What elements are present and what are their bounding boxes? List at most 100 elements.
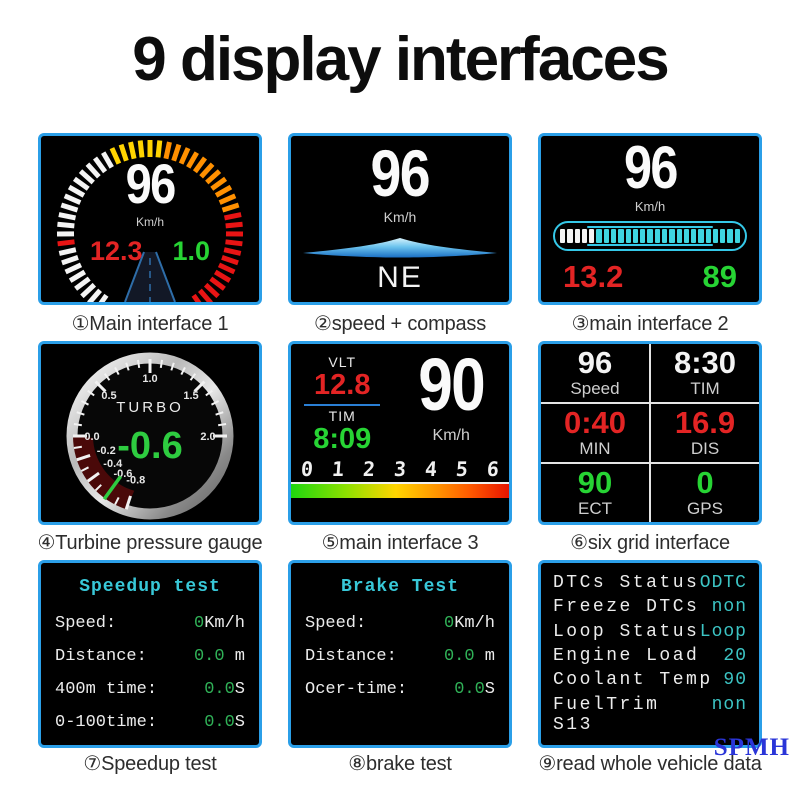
panel-six-grid: 96 Speed 8:30 TIM 0:40 MIN 16.9 DIS 90 ECT 0 GPS [538, 341, 762, 525]
gauge-tick [171, 143, 182, 162]
test-value-number: 0.0 [204, 680, 235, 699]
bar-gauge-readout: 96 Km/h 13.2 89 [541, 136, 759, 302]
speedometer-readout: 96 Km/h 12.3 1.0 [41, 136, 259, 302]
test-row-value: 0Km/h [194, 607, 245, 640]
vehicle-data-value: ODTC [699, 573, 747, 594]
caption-vehicle-data: ⑨read whole vehicle data [538, 752, 762, 775]
bar-segment [654, 229, 660, 243]
speedometer-arc [56, 140, 244, 302]
turbo-tick [193, 380, 206, 393]
grid-cell-label: GPS [687, 499, 723, 519]
gauge-tick [60, 202, 79, 213]
cell-turbo-gauge: 0.0 0.5 1.0 1.5 2.0 -0.2 -0.4 -0.6 -0.8 TURBO -0… [38, 341, 263, 560]
rpm-gradient-bar [291, 484, 509, 498]
cell-brake-test: Brake Test Speed: 0Km/h Distance: 0.0 m Ocer… [288, 560, 512, 778]
turbo-scale-label: 0.0 [84, 431, 99, 443]
speed-bar-gauge [553, 221, 747, 251]
speedup-test-rows: Speed: 0Km/h Distance: 0.0 m 400m time: 0.0S 0… [55, 607, 245, 739]
panel-speed-compass: 96 Km/h NE [288, 133, 512, 305]
vehicle-data-row: Engine Load 20 [553, 646, 747, 666]
grid-cell-value: 0:40 [563, 404, 627, 440]
test-value-unit: Km/h [454, 614, 495, 633]
test-row: Ocer-time: 0.0S [305, 673, 495, 706]
test-value-number: 0 [193, 614, 205, 633]
vehicle-data-value: non [711, 694, 747, 715]
gauge-tick [192, 156, 208, 174]
gauge-tick [221, 202, 240, 213]
cell-vehicle-data: DTCs Status ODTC Freeze DTCs non Loop Status… [538, 560, 762, 778]
turbo-tick [170, 362, 175, 371]
speed-unit: Km/h [383, 209, 417, 225]
compass-heading: NE [377, 261, 423, 294]
test-row-label: Speed: [305, 614, 367, 633]
test-value-number: 0.0 [193, 647, 225, 666]
scale-digit: 6 [486, 457, 500, 481]
turbo-tick [114, 366, 120, 375]
bar-gauge-accent-top [587, 226, 713, 228]
turbo-red-zone [73, 436, 135, 510]
test-row-value: 0.0S [454, 673, 495, 706]
test-value-number: 0.0 [454, 680, 485, 699]
bar-segment [698, 229, 704, 243]
gauge-tick [68, 269, 87, 283]
turbo-tick [205, 389, 213, 397]
vehicle-data-value: 90 [723, 670, 747, 691]
grid-cell-value: 90 [577, 464, 613, 500]
main3-left-column: VLT 12.8 TIM 8:09 [291, 344, 393, 456]
test-row-value: 0.0 m [444, 640, 495, 673]
turbo-gauge: 0.0 0.5 1.0 1.5 2.0 -0.2-0.4-0.6 -0.8 TURBO -0… [66, 352, 234, 520]
test-value-unit: S [484, 680, 495, 699]
gauge-tick [186, 151, 199, 169]
scale-digit: 4 [424, 457, 438, 481]
bar-segment [647, 229, 653, 243]
brake-test-screen: Brake Test Speed: 0Km/h Distance: 0.0 m Ocer… [291, 563, 509, 745]
test-value-number: 0 [443, 614, 455, 633]
turbo-red-zone-group [73, 436, 135, 510]
turbo-tick [189, 373, 197, 381]
aux-value-left: 13.2 [563, 259, 624, 294]
caption-six-grid: ⑥six grid interface [570, 532, 730, 554]
speed-compass-readout: 96 Km/h NE [291, 136, 509, 302]
vehicle-data-label: Freeze DTCs [553, 597, 700, 618]
gauge-tick [225, 239, 243, 247]
bar-segment [603, 229, 609, 243]
scale-digit: 2 [362, 457, 376, 481]
turbo-tick [159, 359, 164, 369]
bar-segment [669, 229, 675, 243]
aux-value-right: 1.0 [172, 236, 211, 266]
voltage-value: 12.8 [314, 369, 371, 401]
vehicle-data-row: DTCs Status ODTC [553, 573, 747, 593]
turbo-tick [211, 400, 220, 406]
panel-vehicle-data: DTCs Status ODTC Freeze DTCs non Loop Status… [538, 560, 762, 748]
test-row: Distance: 0.0 m [305, 640, 495, 673]
test-value-unit: Km/h [204, 614, 245, 633]
bar-segment [734, 229, 741, 243]
panel-speedup-test: Speedup test Speed: 0Km/h Distance: 0.0 m 40… [38, 560, 262, 748]
aux-value-right: 89 [702, 259, 737, 294]
gauge-tick [214, 184, 233, 198]
panel-main-interface-2: 96 Km/h 13.2 89 [538, 133, 762, 305]
turbo-tick [73, 445, 83, 450]
vehicle-data-value: Loop [699, 621, 747, 642]
gauge-tick [78, 169, 95, 185]
bar-segment [581, 229, 588, 243]
test-row: Distance: 0.0 m [55, 640, 245, 673]
gauge-tick [198, 288, 213, 302]
gauge-tick [191, 293, 202, 302]
vehicle-data-screen: DTCs Status ODTC Freeze DTCs non Loop Status… [541, 563, 759, 745]
bar-segment [705, 229, 711, 243]
gauge-tick [221, 255, 239, 266]
brake-test-title: Brake Test [340, 577, 460, 597]
test-row-value: 0.0S [204, 706, 245, 739]
grid-cell-label: TIM [690, 379, 720, 399]
voltage-label: VLT [328, 354, 357, 370]
caption-brake-test: ⑧brake test [348, 752, 452, 775]
gauge-tick [128, 141, 137, 160]
gauge-tick [64, 262, 83, 275]
turbo-needle [102, 475, 123, 501]
gauge-tick [223, 247, 242, 256]
